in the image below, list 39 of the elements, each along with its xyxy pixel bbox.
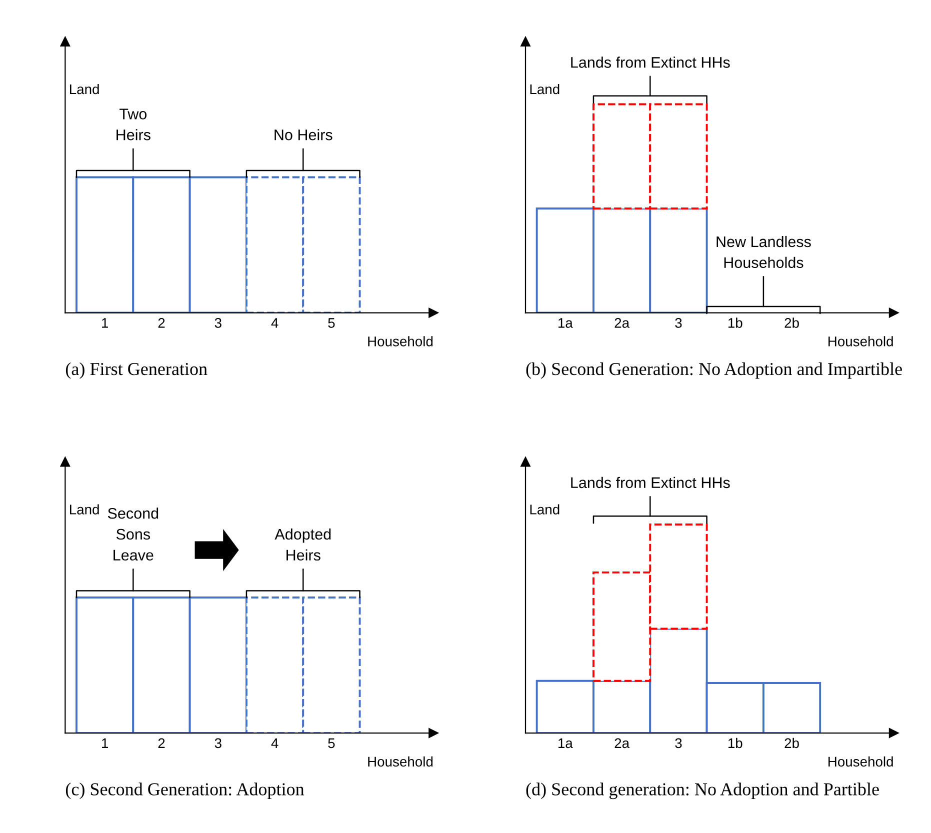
x-tick-label: 1a <box>558 318 573 328</box>
x-tick-label: 1 <box>102 738 108 748</box>
x-tick-label: 2a <box>614 318 630 328</box>
x-tick-label: 5 <box>328 318 335 328</box>
x-tick-label: 3 <box>214 738 222 748</box>
x-tick-label: 3 <box>214 318 222 328</box>
x-tick-label: 3 <box>675 738 682 748</box>
text: (d) Second generation: No Adoption and Partible <box>526 782 879 800</box>
x-tick-label: 5 <box>328 738 335 748</box>
x-axis-title: Household <box>828 756 893 767</box>
x-tick-label: 1b <box>728 318 742 328</box>
annotation: New Landless Households <box>716 236 811 268</box>
x-tick-label: 1 <box>102 318 108 328</box>
x-tick-label: 2 <box>158 318 165 328</box>
x-axis-title: Household <box>828 336 893 346</box>
x-tick-label: 4 <box>271 738 278 748</box>
text: Lands from Extinct HHs <box>571 476 730 488</box>
x-tick-label: 4 <box>271 318 278 328</box>
text: (a) First Generation <box>66 362 208 379</box>
text: Adopted Heirs <box>274 528 331 561</box>
x-tick-label: 1b <box>728 738 742 748</box>
y-axis-title: Land <box>530 84 560 94</box>
text: Lands from Extinct HHs <box>571 56 730 68</box>
x-tick-label: 2b <box>784 738 799 748</box>
text: No Heirs <box>274 129 332 140</box>
text: Two Heirs <box>116 108 150 140</box>
text: Second Sons Leave <box>108 508 158 561</box>
y-axis-title: Land <box>70 84 99 94</box>
x-axis-title: Household <box>368 756 433 767</box>
x-tick-label: 3 <box>675 318 682 328</box>
x-tick-label: 2a <box>614 738 630 748</box>
text: (b) Second Generation: No Adoption and Impartible <box>526 362 902 379</box>
x-tick-label: 1a <box>558 738 573 748</box>
y-axis-title: Land <box>530 504 560 514</box>
x-axis-title: Household <box>368 336 433 346</box>
text: (c) Second Generation: Adoption <box>66 782 304 800</box>
y-axis-title: Land <box>70 504 99 514</box>
x-tick-label: 2 <box>158 738 165 748</box>
x-tick-label: 2b <box>784 318 799 328</box>
